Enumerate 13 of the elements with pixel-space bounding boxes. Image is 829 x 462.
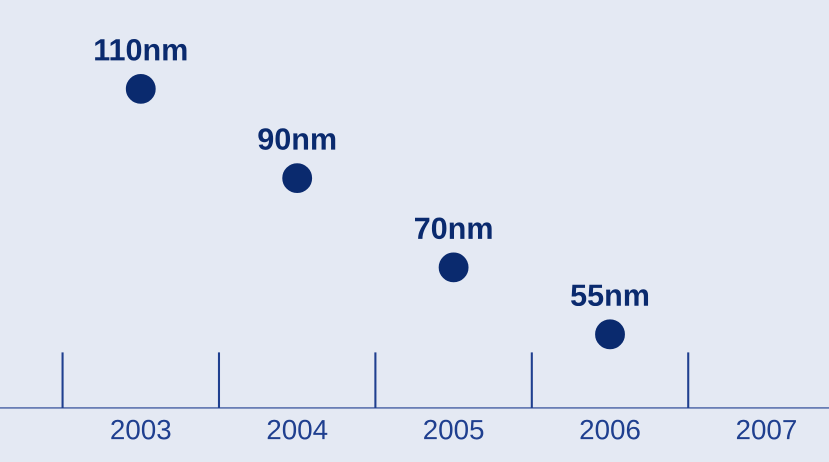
x-tick-label: 2006 [580,420,640,440]
x-tick-label: 2005 [424,420,484,440]
x-tick-label: 2004 [268,420,328,440]
data-label: 55nm [571,284,648,306]
point [438,252,469,282]
data-label: 110nm [95,38,186,61]
x-tick-label: 2007 [736,420,796,440]
data-label: 90nm [258,128,336,150]
point [282,163,312,194]
data-label: 70nm [415,217,492,240]
point [595,319,625,350]
x-tick-label: 2003 [111,420,170,440]
point [126,74,156,104]
